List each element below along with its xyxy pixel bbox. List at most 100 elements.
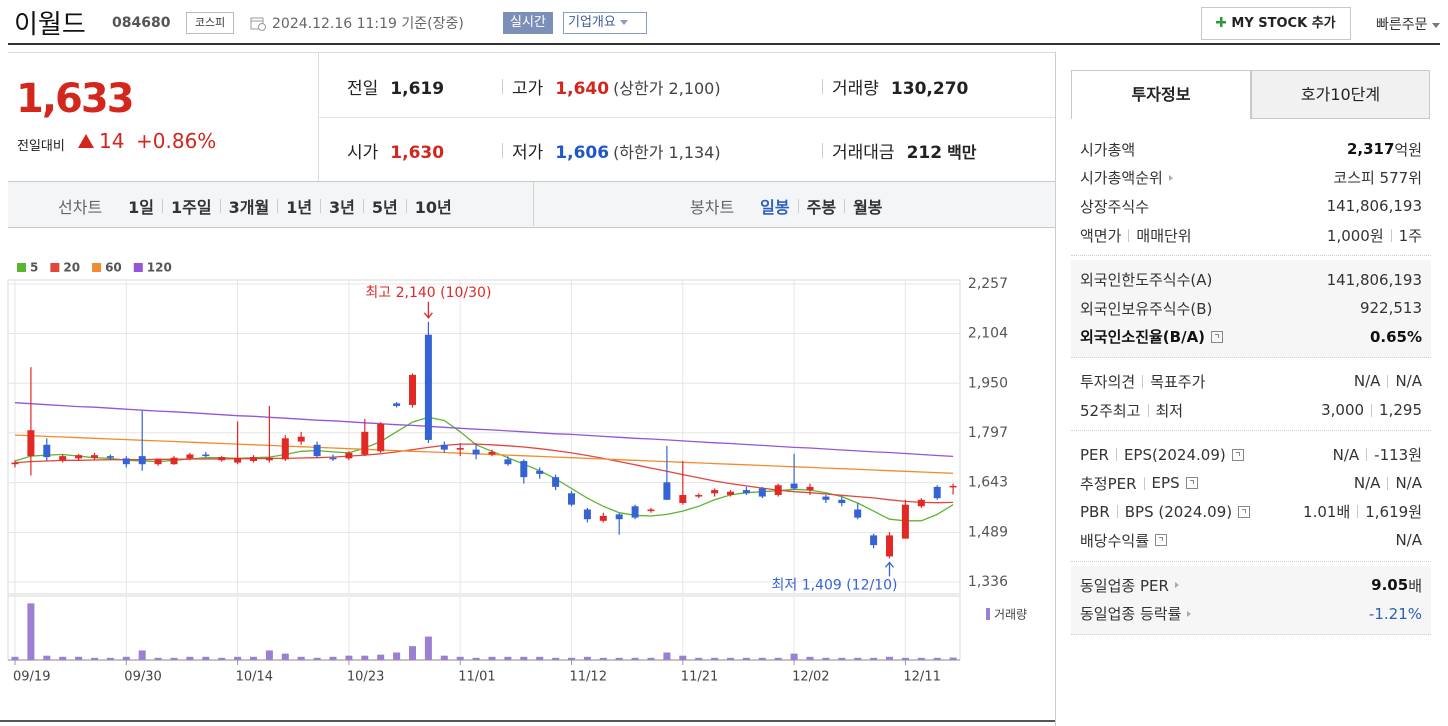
price-pane (7, 279, 961, 595)
value-text: N/A (1395, 531, 1422, 550)
candle-body (536, 470, 544, 474)
info-value: 9.05 배 (1371, 575, 1422, 596)
volume-bar (250, 656, 257, 660)
x-tick-label: 10/23 (347, 670, 384, 685)
quick-order[interactable]: 빠른주문 (1376, 14, 1440, 34)
volume-bar (583, 656, 591, 660)
info-value: 1,000원 1주 (1327, 225, 1422, 246)
label-text: PBR (1080, 502, 1110, 521)
volume-bar (218, 657, 226, 660)
arrow-icon[interactable] (1168, 174, 1173, 181)
value-text: 3,000 (1321, 401, 1365, 420)
info-value: 141,806,193 (1327, 271, 1422, 289)
help-icon[interactable] (1211, 330, 1224, 343)
candle-body (122, 458, 130, 465)
current-price: 1,633 (16, 76, 135, 122)
volume-bar (472, 657, 480, 660)
volume-bar (186, 656, 194, 660)
ma-line (14, 434, 954, 474)
volume-bar (599, 657, 607, 660)
x-tick-label: 11/01 (458, 670, 495, 685)
candle-body (329, 457, 337, 460)
summary-note: (상한가 2,100) (613, 79, 721, 98)
value-unit: 억원 (1394, 140, 1422, 159)
candle-body (59, 456, 67, 461)
legend-swatch (17, 263, 26, 272)
volume-bar (297, 656, 305, 660)
divider (362, 199, 364, 213)
period-tab[interactable]: 일봉 (760, 198, 790, 217)
value-text: N/A (1332, 445, 1360, 464)
candle-body (265, 457, 273, 461)
volume-bar (774, 657, 782, 660)
label-text: 배당수익률 (1080, 531, 1150, 550)
candle-body (202, 454, 210, 457)
value-text: N/A (1353, 372, 1381, 391)
info-row: 추정PER EPS N/A N/A (1080, 469, 1422, 498)
value-text: N/A (1395, 474, 1422, 493)
period-tab[interactable]: 5년 (371, 198, 398, 217)
volume-pane (7, 595, 961, 661)
divider (1116, 505, 1118, 519)
info-value: 0.65% (1370, 328, 1422, 346)
candle-body (790, 483, 798, 489)
realtime-button[interactable]: 실시간 (503, 12, 553, 34)
candle-body (901, 504, 909, 539)
period-tab[interactable]: 1년 (286, 198, 313, 217)
help-icon[interactable] (1231, 448, 1244, 461)
up-triangle (78, 134, 94, 148)
x-tick-label: 09/19 (13, 670, 50, 685)
candle-body (933, 486, 941, 499)
x-tick-label: 10/14 (236, 670, 273, 685)
candle-body (552, 477, 560, 487)
help-icon[interactable] (1185, 477, 1198, 490)
arrow-icon[interactable] (1187, 610, 1192, 617)
candle-body (43, 444, 51, 458)
mystock-button[interactable]: MY STOCK 추가 (1201, 7, 1351, 40)
low-arrow (884, 561, 895, 577)
divider (219, 199, 221, 213)
period-tab[interactable]: 3년 (329, 198, 355, 217)
help-icon[interactable] (1155, 534, 1168, 547)
candle-body (758, 488, 766, 497)
summary-label: 전일 (347, 79, 379, 99)
invest-info: 시가총액 2,317 억원 시가총액순위 코스피 577위 상장주식수 141,806,19… (1071, 130, 1431, 639)
volume-bar (568, 657, 575, 660)
volume-bar (727, 657, 734, 660)
candle-body (568, 493, 575, 505)
info-label: 시가총액순위 (1080, 167, 1173, 188)
x-tick-label: 12/11 (903, 670, 940, 685)
period-tab[interactable]: 10년 (414, 198, 452, 217)
label-text: 시가총액 (1080, 140, 1136, 159)
invest-tab[interactable]: 투자정보 (1071, 70, 1251, 119)
y-tick-label: 1,950 (968, 375, 1008, 391)
help-icon[interactable] (1238, 505, 1251, 518)
info-value: N/A N/A (1354, 474, 1422, 492)
volume-bar (43, 655, 51, 660)
divider (1371, 403, 1373, 417)
candle-body (472, 449, 480, 455)
orderbook-tab[interactable]: 호가10단계 (1251, 70, 1430, 119)
info-row: 외국인보유주식수(B) 922,513 (1080, 294, 1422, 323)
volume-bar (361, 655, 369, 660)
period-tab[interactable]: 주봉 (806, 198, 837, 217)
info-group: 투자의견 목표주가 N/A N/A 52주최고 최저 3,000 1,295 (1071, 362, 1431, 432)
info-row: 투자의견 목표주가 N/A N/A (1080, 367, 1422, 396)
divider (1387, 476, 1389, 490)
volume-bar (917, 657, 925, 660)
candle-body (409, 374, 416, 405)
period-tab[interactable]: 1주일 (171, 198, 212, 217)
divider (1128, 228, 1130, 242)
divider (1390, 228, 1392, 242)
arrow-icon[interactable] (1174, 582, 1179, 589)
timestamp: 2024.12.16 11:19 기준(장중) (272, 13, 464, 33)
volume-bar (488, 656, 496, 660)
summary-label: 고가 (512, 79, 544, 99)
volume-legend-swatch (986, 608, 990, 620)
period-tab[interactable]: 1일 (128, 198, 155, 217)
company-dropdown[interactable]: 기업개요 (563, 12, 647, 34)
period-tab[interactable]: 월봉 (853, 198, 883, 217)
summary-cell: 거래대금 212 백만 (832, 138, 977, 163)
value-text: N/A (1395, 372, 1422, 391)
period-tab[interactable]: 3개월 (228, 198, 270, 217)
